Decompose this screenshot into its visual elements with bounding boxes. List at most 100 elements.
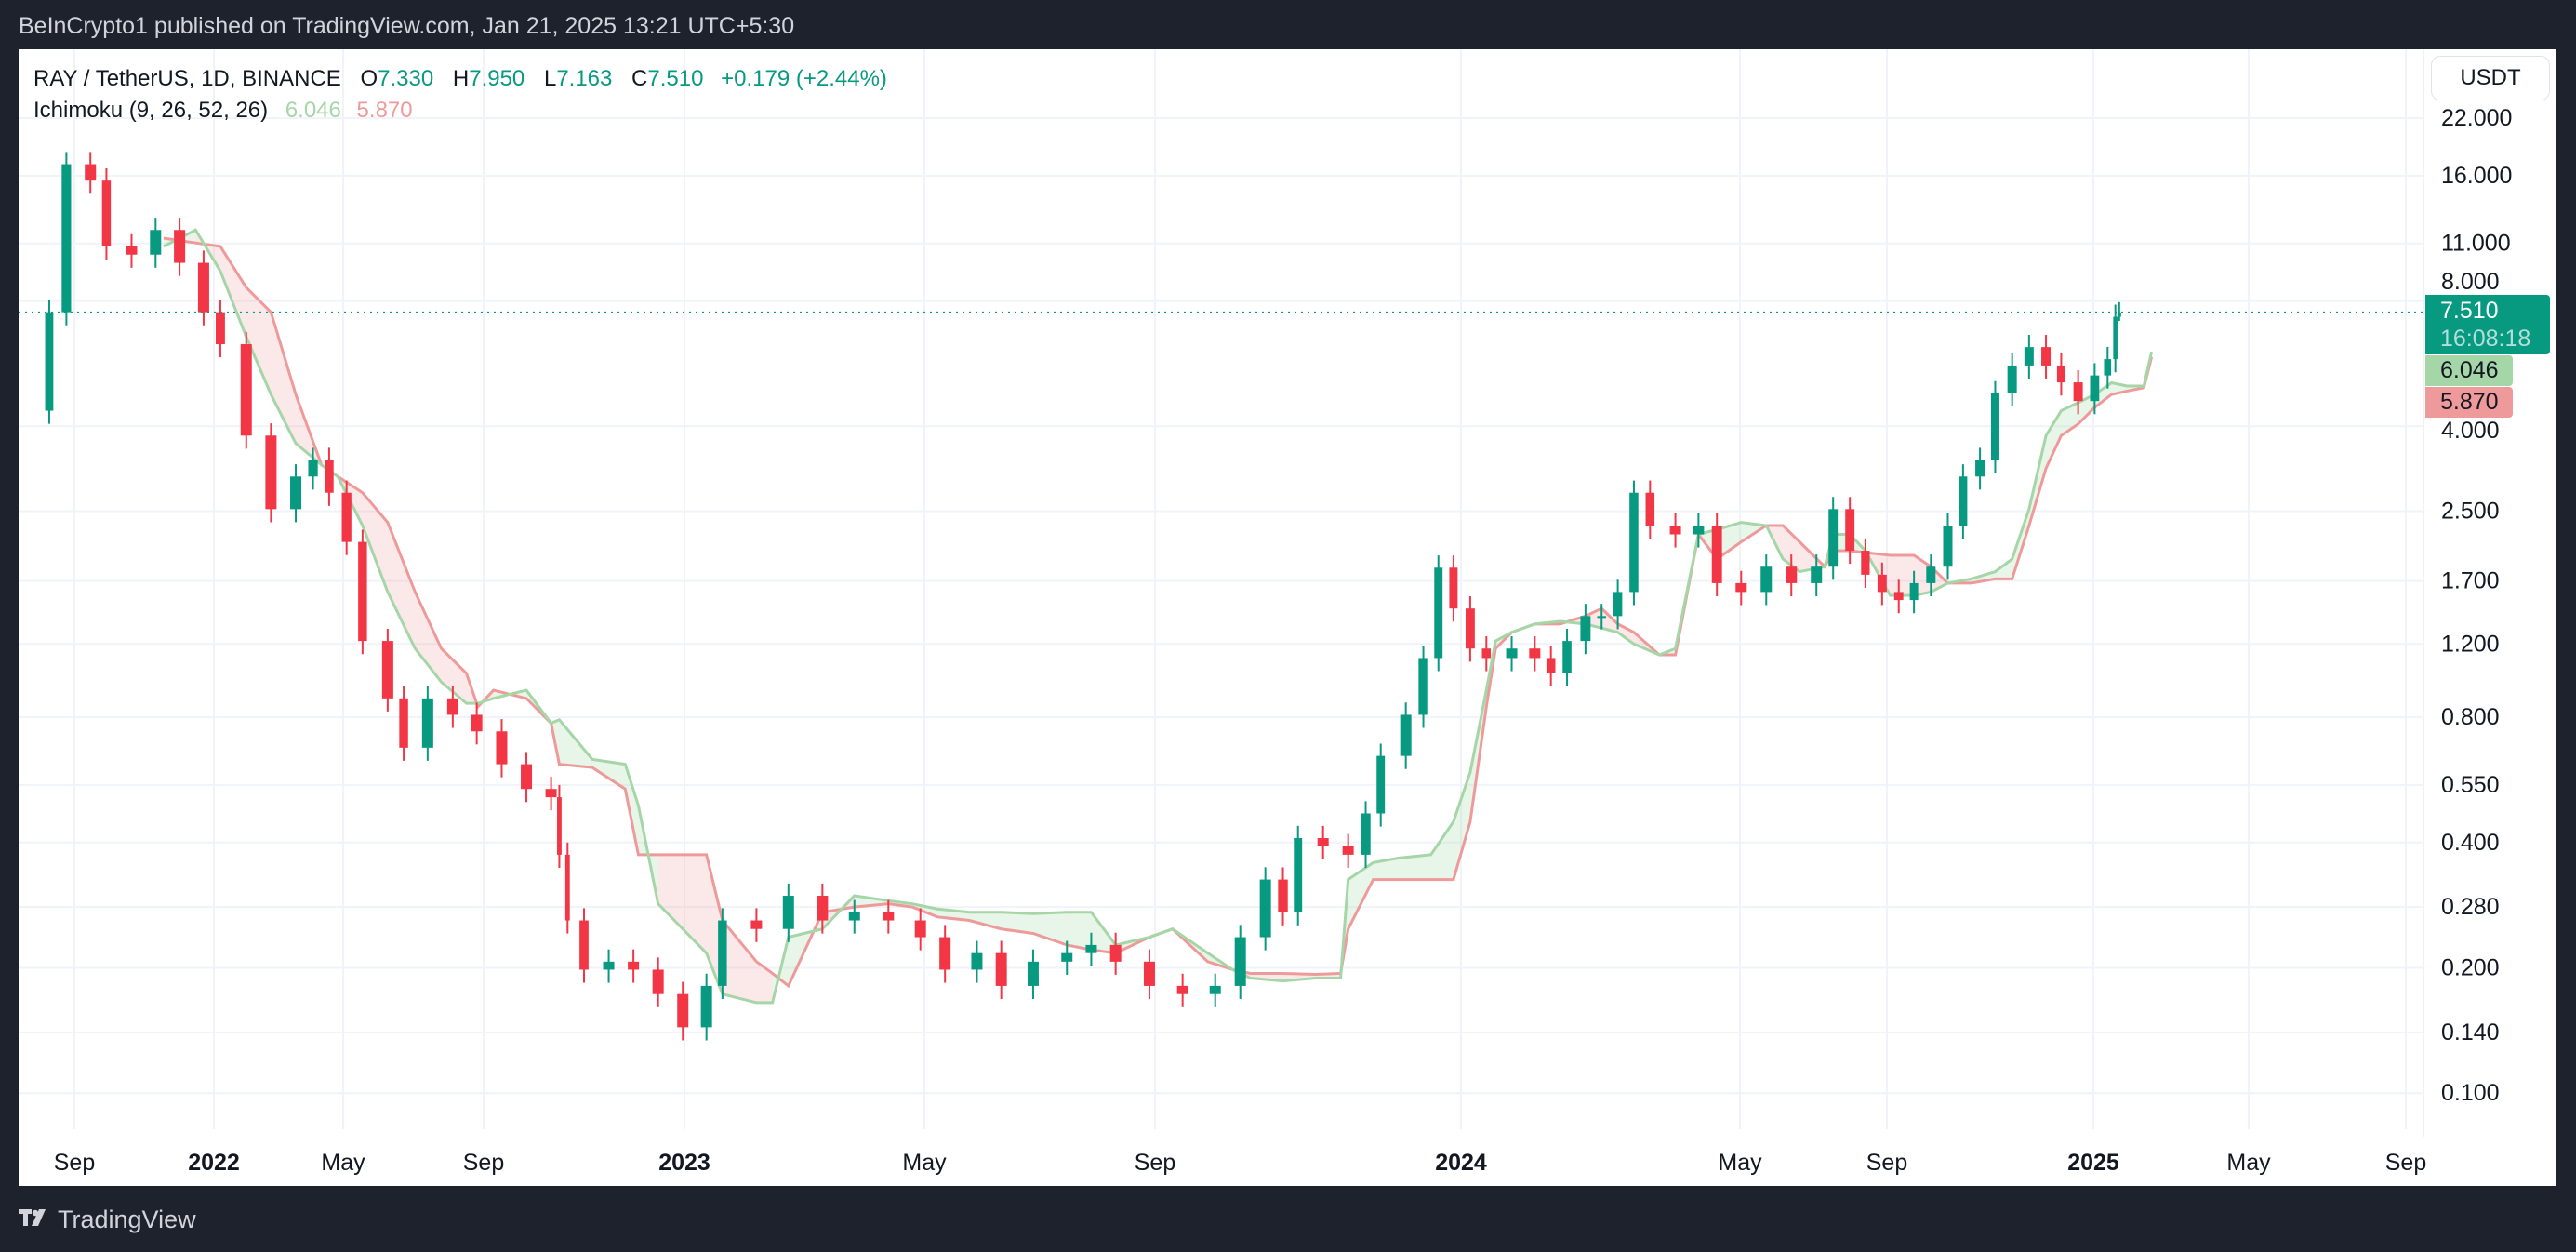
x-tick-label: May xyxy=(2226,1150,2271,1176)
candle-body xyxy=(1811,566,1823,583)
candle-body xyxy=(1645,492,1655,526)
cloud-fill xyxy=(271,312,297,444)
low-value: 7.163 xyxy=(556,66,613,91)
y-tick-label: 1.700 xyxy=(2441,568,2500,594)
candle-body xyxy=(564,854,570,921)
leading-span-b-line xyxy=(163,236,2154,989)
candle-body xyxy=(1061,952,1073,962)
y-tick-label: 0.280 xyxy=(2441,894,2500,920)
candle-body xyxy=(1481,648,1492,659)
cloud-fill xyxy=(441,648,467,704)
candle-body xyxy=(1259,879,1271,938)
candle-body xyxy=(2024,347,2034,366)
candle-body xyxy=(1418,658,1428,715)
cloud-fill xyxy=(219,246,246,337)
candle-body xyxy=(325,460,334,493)
candle-body xyxy=(1669,526,1681,535)
candle-body xyxy=(971,952,983,970)
candle-body xyxy=(1693,526,1705,535)
candle-body xyxy=(1909,582,1919,601)
candle-body xyxy=(1376,755,1386,814)
cloud-fill xyxy=(1890,554,1915,596)
candle-body xyxy=(1400,714,1412,756)
candle-body xyxy=(718,920,727,986)
cloud-fill xyxy=(1995,558,2012,579)
change-value: +0.179 (+2.44%) xyxy=(721,66,887,91)
candle-body xyxy=(2104,359,2112,376)
cloud-fill xyxy=(657,854,707,953)
candle-body xyxy=(1361,813,1371,855)
cloud-fill xyxy=(591,759,626,790)
candle-body xyxy=(496,731,508,765)
candle-body xyxy=(1597,616,1607,619)
x-tick-label: May xyxy=(902,1150,947,1176)
x-tick-label: May xyxy=(321,1150,365,1176)
x-tick-label: Sep xyxy=(54,1150,95,1176)
candle-body xyxy=(677,993,689,1028)
cloud-fill xyxy=(2094,382,2112,408)
candle-body xyxy=(1546,658,1556,673)
candle-body xyxy=(1760,566,1773,593)
candle-body xyxy=(1342,846,1354,855)
candle-body xyxy=(446,698,458,715)
candle-body xyxy=(126,246,138,255)
candle-body xyxy=(1109,944,1122,962)
chart-legend: RAY / TetherUS, 1D, BINANCE O7.330 H7.95… xyxy=(33,63,887,127)
cloud-fill xyxy=(1373,858,1399,880)
candle-body xyxy=(628,961,640,970)
candle-body xyxy=(1629,492,1639,593)
candle-body xyxy=(101,180,112,246)
candle-body xyxy=(1294,838,1303,912)
candle-body xyxy=(914,920,926,938)
x-tick-label: 2022 xyxy=(188,1150,240,1176)
published-info: BeInCrypto1 published on TradingView.com… xyxy=(19,13,795,39)
candle-body xyxy=(1711,526,1722,583)
candle-body xyxy=(1861,551,1870,575)
tradingview-logo-icon[interactable] xyxy=(19,1205,50,1234)
last-price: 7.510 xyxy=(2440,298,2499,324)
candle-body xyxy=(1449,567,1458,609)
cloud-fill xyxy=(362,492,388,593)
brand-name[interactable]: TradingView xyxy=(58,1205,196,1233)
cloud-fill xyxy=(1601,608,1618,633)
candle-body xyxy=(1085,944,1097,953)
cloud-fill xyxy=(2061,402,2078,436)
y-tick-label: 2.500 xyxy=(2441,499,2500,525)
cloud-fill xyxy=(1617,623,1634,645)
candle-body xyxy=(1465,608,1475,649)
currency-button[interactable]: USDT xyxy=(2431,56,2550,100)
candle-body xyxy=(85,164,97,181)
candle-body xyxy=(817,896,829,921)
candle-body xyxy=(995,952,1007,986)
candle-body xyxy=(1027,961,1039,986)
candle-body xyxy=(381,641,393,699)
x-tick-label: Sep xyxy=(1866,1150,1907,1176)
candle-body xyxy=(2041,347,2052,366)
candle-body xyxy=(1209,985,1221,994)
candle-body xyxy=(1562,641,1572,673)
span-a-value: 6.046 xyxy=(285,98,341,123)
y-tick-label: 0.550 xyxy=(2441,772,2500,798)
candle-body xyxy=(939,937,951,970)
candle-body xyxy=(557,797,562,855)
candle-body xyxy=(1975,460,1985,477)
chart-panel[interactable] xyxy=(19,49,2556,1186)
x-tick-label: Sep xyxy=(1135,1150,1175,1176)
candle-body xyxy=(1786,566,1798,583)
cloud-fill xyxy=(415,592,442,683)
cloud-fill xyxy=(1430,821,1454,880)
candle-body xyxy=(2090,375,2100,402)
cloud-fill xyxy=(1348,862,1374,929)
y-tick-label: 22.000 xyxy=(2441,105,2512,131)
cloud-fill xyxy=(1398,854,1431,880)
candle-body xyxy=(1613,592,1623,617)
candle-body xyxy=(1234,937,1246,986)
candle-body xyxy=(1877,574,1887,593)
y-tick-label: 0.140 xyxy=(2441,1019,2500,1046)
cloud-fill xyxy=(2046,410,2062,469)
candle-body xyxy=(1506,648,1518,659)
symbol-title[interactable]: RAY / TetherUS, 1D, BINANCE xyxy=(33,66,341,91)
span-b-tag: 5.870 xyxy=(2425,387,2513,418)
indicator-title[interactable]: Ichimoku (9, 26, 52, 26) xyxy=(33,98,269,123)
